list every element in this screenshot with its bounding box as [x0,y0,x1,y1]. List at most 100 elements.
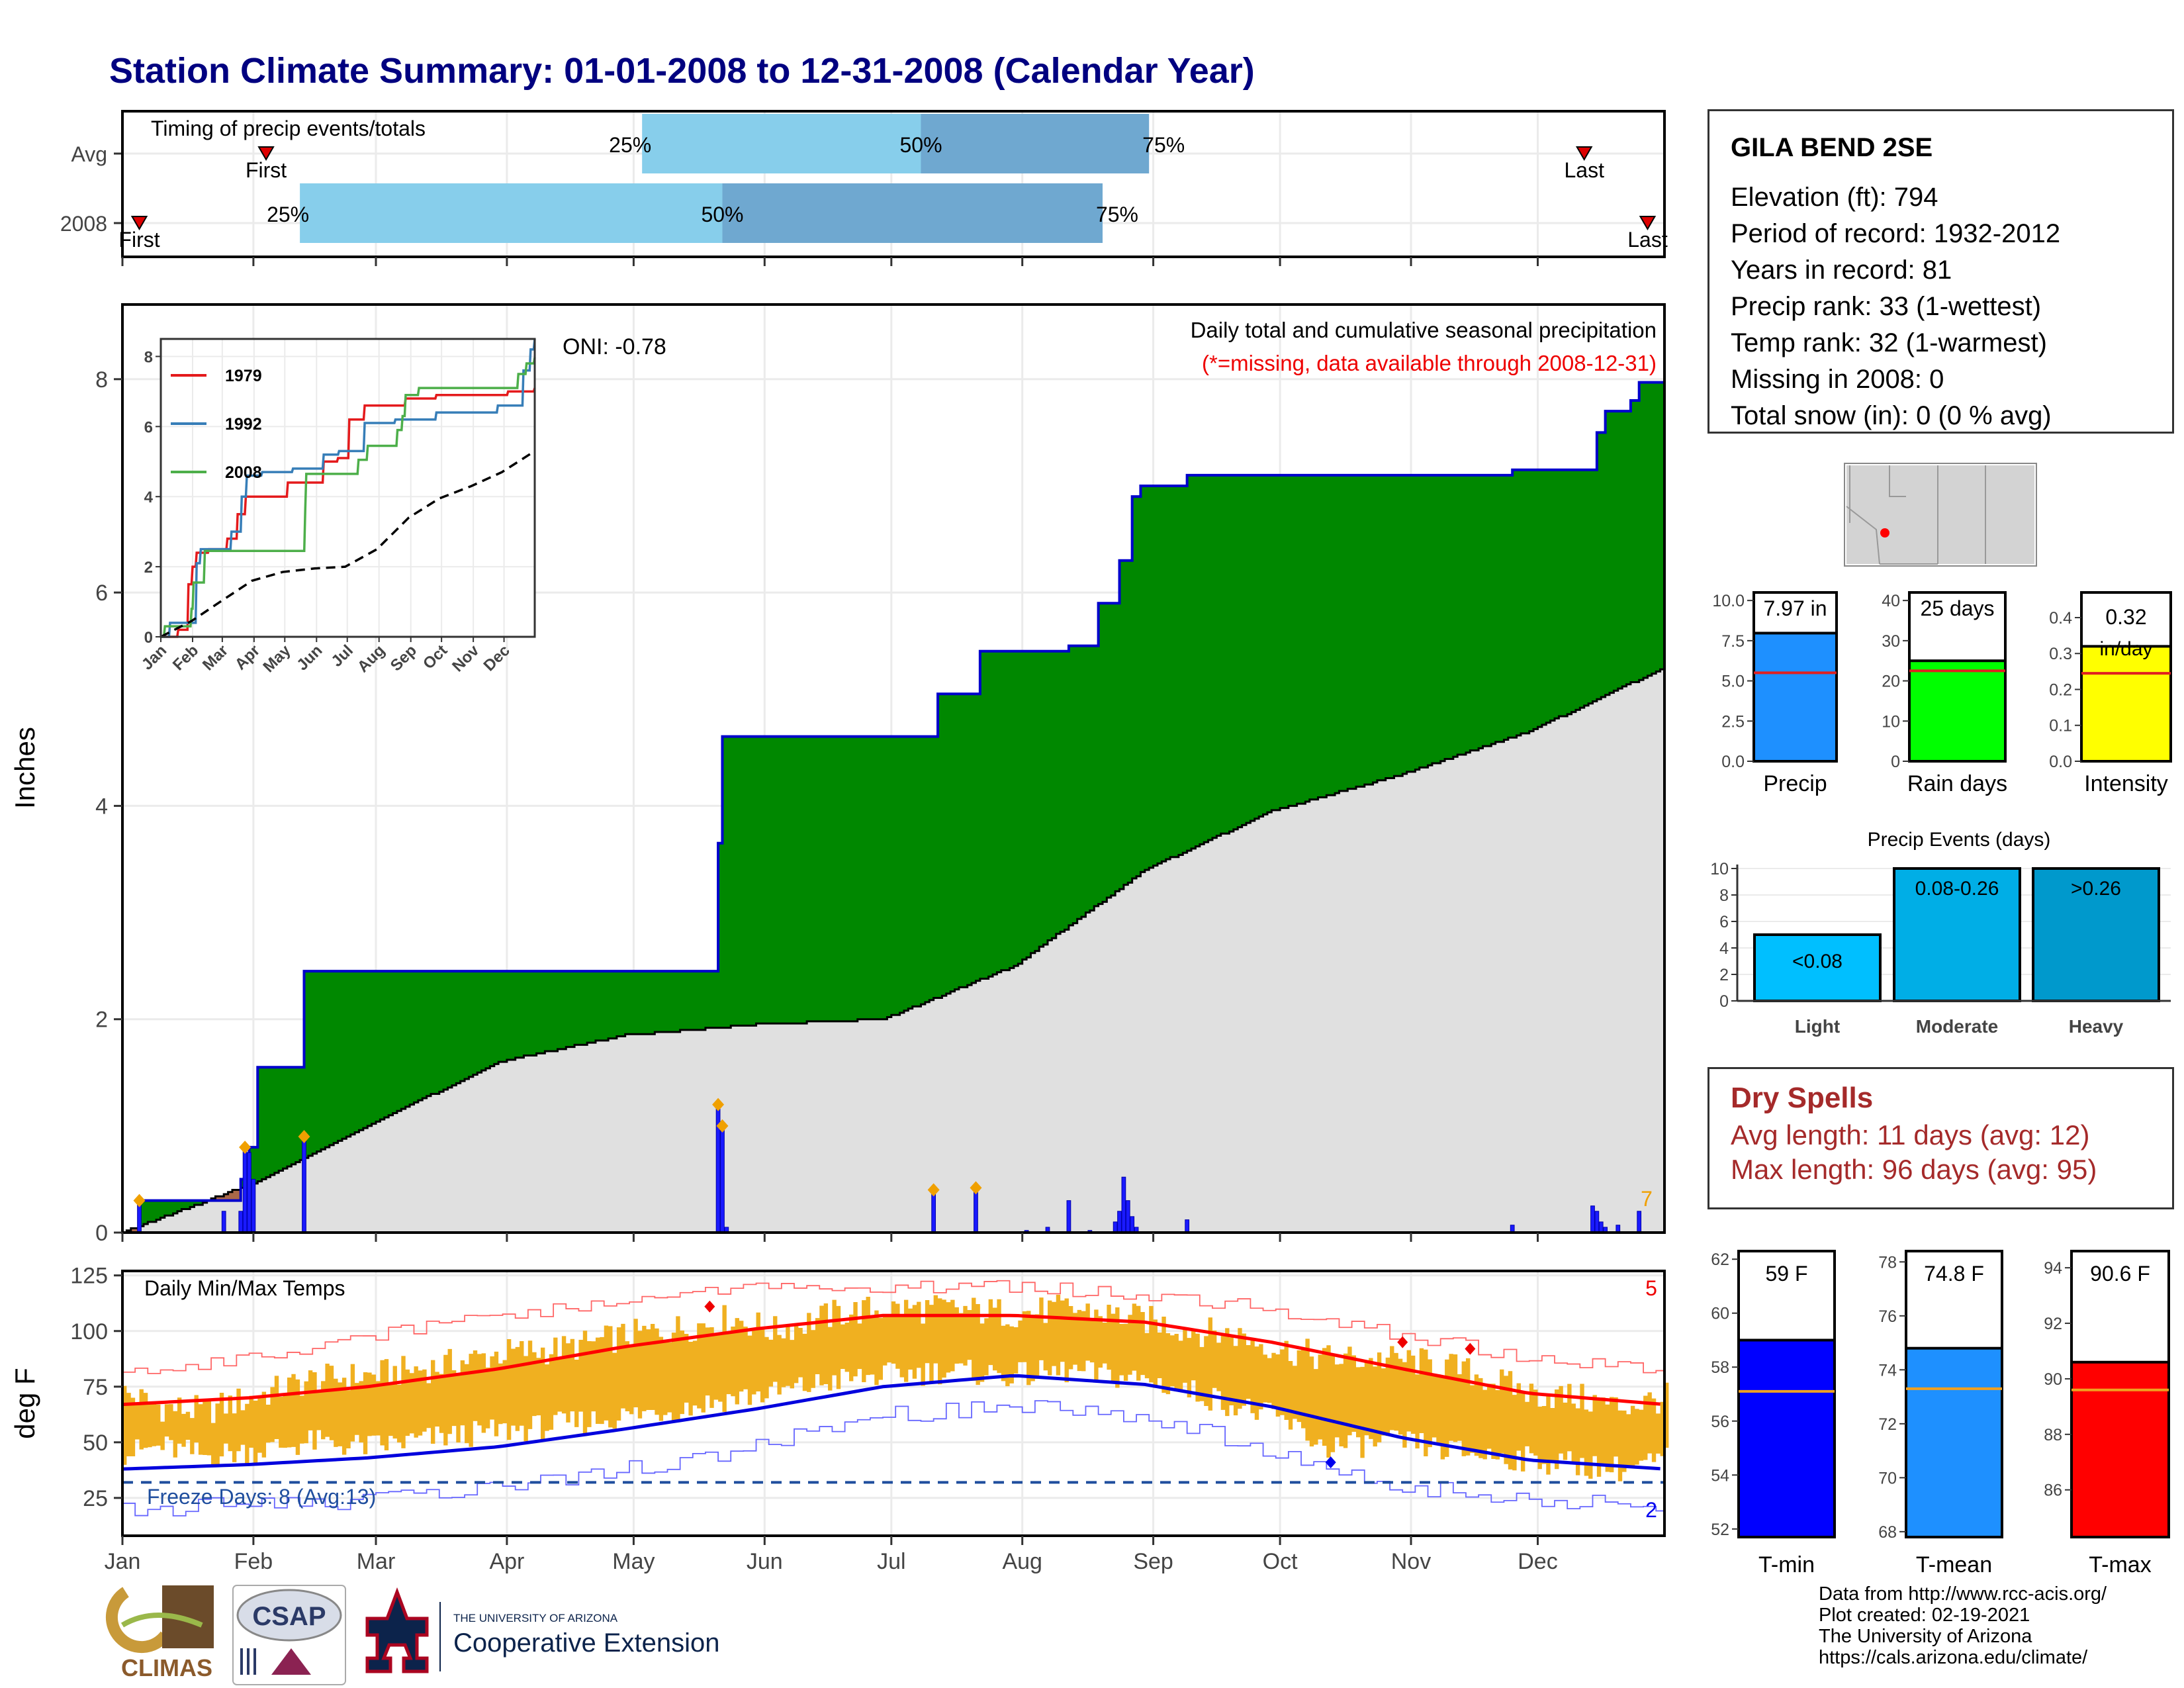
summary-y-tick-label: 0.0 [1721,753,1745,771]
temp-summary-bar-t-min [1737,1338,1836,1539]
daily-precip-bar [242,1147,248,1233]
map-region [1846,465,2034,564]
climas-logo-mark [105,1587,171,1654]
precip-y-tick-label: 6 [95,581,108,606]
month-axis-label: Jul [877,1549,905,1574]
timing-row-label: 2008 [60,212,107,236]
inset-x-tick-label: Jul [328,641,357,671]
climas-logo-swoosh [120,1613,203,1628]
precip-summary-bars: 7.97 in 0.0 2.5 5.0 7.5 10.0 Precip 25 days 0 10 2… [1712,591,2172,796]
daily-precip-bar [1113,1221,1118,1233]
daily-precip-bar [1590,1205,1595,1233]
record-min-line [122,1400,1664,1517]
csap-mountain-icon [271,1648,311,1675]
events-x-label: Light [1795,1016,1840,1037]
temp-summary-y-tick-label: 94 [2044,1259,2062,1278]
climas-logo-text: CLIMAS [121,1654,212,1681]
inset-x-tick-label: Apr [232,641,263,673]
events-y-tick-label: 2 [1719,966,1729,984]
inset-legend-label: 1979 [225,367,262,385]
events-y-tick-label: 6 [1719,913,1729,931]
dry-spells-box: Dry Spells Avg length: 11 days (avg: 12)… [1707,1067,2174,1209]
dry-spells-title: Dry Spells [1731,1082,1874,1114]
record-low-count: 2 [1645,1498,1657,1522]
temp-summary-y-tick-label: 86 [2044,1481,2062,1500]
station-name: GILA BEND 2SE [1731,133,1933,162]
summary-value-label: 25 days [1920,596,1994,620]
daily-precip-bar [1066,1200,1071,1233]
timing-bar-q3 [921,114,1150,173]
inset-legend-label: 2008 [225,463,262,482]
normal-max-line [122,1313,1661,1407]
temp-summary-y-tick-label: 70 [1878,1469,1897,1487]
events-x-label: Heavy [2069,1016,2124,1037]
precip-surplus-area [122,382,1664,1233]
ua-logo-mark [365,1587,429,1673]
precip-y-tick-label: 8 [95,367,108,393]
summary-x-label: Intensity [2084,771,2168,796]
record-high-count: 5 [1645,1276,1657,1300]
temp-panel-header: Daily Min/Max Temps [144,1276,345,1300]
summary-y-tick-label: 20 [1882,673,1900,691]
summary-y-tick-label: 10.0 [1712,592,1745,610]
station-snow: Total snow (in): 0 (0 % avg) [1731,401,2052,430]
timing-first-marker [257,146,275,161]
temp-summary-x-label: T-mean [1916,1552,1992,1577]
events-y-tick-label: 10 [1710,860,1729,878]
temp-y-axis-label: deg F [9,1368,40,1438]
precip-panel-header: Daily total and cumulative seasonal prec… [1191,318,1657,342]
inset-x-tick-label: Jan [138,641,170,673]
month-axis-label: Dec [1518,1549,1557,1574]
daily-precip-bar [1125,1200,1130,1233]
timing-label-50: 50% [701,203,743,226]
timing-first-label: First [118,228,159,252]
temp-summary-y-tick-label: 58 [1711,1358,1729,1377]
credits: Data from http://www.rcc-acis.org/ Plot … [1819,1583,2107,1668]
precip-panel-subheader: (*=missing, data available through 2008-… [1202,351,1657,375]
events-bar-heavy [2032,867,2160,1002]
summary-bar-rain-days [1908,659,2007,763]
daily-precip-bar [974,1187,978,1233]
month-axis-label: Apr [489,1549,524,1574]
temp-summary-y-tick-label: 68 [1878,1523,1897,1542]
events-bar-light [1753,933,1882,1002]
freeze-days-label: Freeze Days: 8 (Avg:13) [147,1485,376,1509]
month-axis-label: Feb [234,1549,273,1574]
map-border [1846,506,1880,565]
timing-frame [121,110,1666,258]
summary-value-label: 7.97 in [1763,596,1827,620]
station-period: Period of record: 1932-2012 [1731,219,2061,248]
credit-url: https://cals.arizona.edu/climate/ [1819,1647,2088,1668]
timing-panel: 25% 50% 75% First Last Avg 25% 50% 75% First Last 2… [60,110,1668,266]
ua-logo-small-text: THE UNIVERSITY OF ARIZONA [453,1612,618,1624]
station-missing: Missing in 2008: 0 [1731,365,1944,394]
timing-last-label: Last [1564,158,1604,182]
record-high-marker [1465,1342,1476,1355]
precip-cumulative-line [122,381,1664,1234]
precip-y-tick-label: 2 [95,1008,108,1033]
temp-summary-y-tick-label: 52 [1711,1521,1729,1539]
page-title: Station Climate Summary: 01-01-2008 to 1… [109,51,1255,91]
events-y-tick-label: 4 [1719,939,1729,958]
station-precip-rank: Precip rank: 33 (1-wettest) [1731,292,2042,321]
inset-x-tick-label: Feb [169,641,202,674]
daily-precip-bar [238,1211,244,1233]
summary-y-tick-label: 0.2 [2049,680,2072,699]
timing-first-label: First [246,158,287,182]
timing-bar-q2 [300,183,723,243]
timing-row-label: Avg [71,142,107,166]
inset-x-tick-label: Dec [480,641,514,675]
inset-y-tick-label: 8 [144,348,153,366]
station-years: Years in record: 81 [1731,256,1952,285]
events-bar-moderate [1893,867,2021,1002]
month-axis-label: Jan [105,1549,141,1574]
summary-y-tick-label: 5.0 [1721,673,1745,691]
daily-precip-bar [1598,1221,1604,1233]
month-axis-label: Jun [747,1549,783,1574]
temp-y-tick-label: 100 [70,1319,108,1344]
temp-summary-y-tick-label: 90 [2044,1370,2062,1389]
oni-label: ONI: -0.78 [563,334,666,359]
events-bar-label: 0.08-0.26 [1915,878,1999,900]
